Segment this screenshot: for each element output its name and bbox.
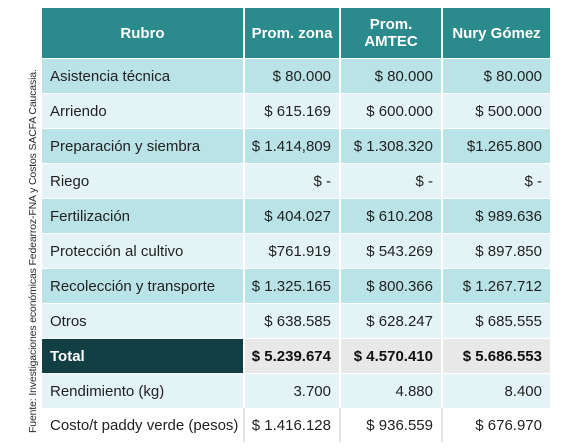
cell-prom-amtec: $ 80.000 bbox=[340, 58, 443, 94]
cell-nury-gomez: $ 80.000 bbox=[442, 58, 550, 94]
cell-nury-gomez: $ 897.850 bbox=[442, 233, 550, 269]
total-prom-zona: $ 5.239.674 bbox=[244, 338, 341, 374]
header-rubro: Rubro bbox=[42, 8, 245, 59]
total-label: Total bbox=[42, 338, 245, 374]
table-row: Riego $ - $ - $ - bbox=[42, 163, 550, 199]
cell-prom-zona: $ 404.027 bbox=[244, 198, 341, 234]
cell-nury-gomez: $ - bbox=[442, 163, 550, 199]
row-label: Recolección y transporte bbox=[42, 268, 245, 304]
total-prom-amtec: $ 4.570.410 bbox=[340, 338, 443, 374]
row-label: Rendimiento (kg) bbox=[42, 373, 245, 408]
header-prom-zona: Prom. zona bbox=[244, 8, 341, 59]
cell-nury-gomez: $1.265.800 bbox=[442, 128, 550, 164]
cell-prom-amtec: $ 628.247 bbox=[340, 303, 443, 339]
table-header-row: Rubro Prom. zona Prom. AMTEC Nury Gómez bbox=[42, 8, 550, 59]
row-label: Fertilización bbox=[42, 198, 245, 234]
table-row: Protección al cultivo $761.919 $ 543.269… bbox=[42, 233, 550, 269]
cell-prom-zona: $ 1.325.165 bbox=[244, 268, 341, 304]
cell-nury-gomez: $ 500.000 bbox=[442, 93, 550, 129]
row-label: Preparación y siembra bbox=[42, 128, 245, 164]
cell-prom-amtec: $ - bbox=[340, 163, 443, 199]
row-label: Costo/t paddy verde (pesos) bbox=[42, 408, 245, 442]
cell-prom-zona: $ 1.416.128 bbox=[244, 408, 341, 442]
row-label: Protección al cultivo bbox=[42, 233, 245, 269]
cell-prom-zona: 3.700 bbox=[244, 373, 341, 408]
table-row: Asistencia técnica $ 80.000 $ 80.000 $ 8… bbox=[42, 58, 550, 94]
header-prom-amtec: Prom. AMTEC bbox=[340, 8, 443, 59]
header-nury-gomez: Nury Gómez bbox=[442, 8, 550, 59]
cell-prom-amtec: 4.880 bbox=[340, 373, 443, 408]
table-row: Preparación y siembra $ 1.414,809 $ 1.30… bbox=[42, 128, 550, 164]
cell-prom-amtec: $ 610.208 bbox=[340, 198, 443, 234]
cell-prom-zona: $761.919 bbox=[244, 233, 341, 269]
cell-nury-gomez: 8.400 bbox=[442, 373, 550, 408]
table-row: Arriendo $ 615.169 $ 600.000 $ 500.000 bbox=[42, 93, 550, 129]
cell-prom-zona: $ 80.000 bbox=[244, 58, 341, 94]
cell-prom-amtec: $ 600.000 bbox=[340, 93, 443, 129]
cell-nury-gomez: $ 1.267.712 bbox=[442, 268, 550, 304]
cell-nury-gomez: $ 685.555 bbox=[442, 303, 550, 339]
row-label: Riego bbox=[42, 163, 245, 199]
table-row-rendimiento: Rendimiento (kg) 3.700 4.880 8.400 bbox=[42, 373, 550, 408]
cell-prom-zona: $ - bbox=[244, 163, 341, 199]
row-label: Asistencia técnica bbox=[42, 58, 245, 94]
cost-comparison-table: Rubro Prom. zona Prom. AMTEC Nury Gómez … bbox=[42, 8, 550, 442]
cell-prom-zona: $ 615.169 bbox=[244, 93, 341, 129]
cell-prom-zona: $ 638.585 bbox=[244, 303, 341, 339]
cell-prom-amtec: $ 800.366 bbox=[340, 268, 443, 304]
table-row: Recolección y transporte $ 1.325.165 $ 8… bbox=[42, 268, 550, 304]
cell-prom-zona: $ 1.414,809 bbox=[244, 128, 341, 164]
cost-comparison-table-wrapper: Rubro Prom. zona Prom. AMTEC Nury Gómez … bbox=[42, 8, 550, 442]
table-total-row: Total $ 5.239.674 $ 4.570.410 $ 5.686.55… bbox=[42, 338, 550, 374]
row-label: Arriendo bbox=[42, 93, 245, 129]
table-row: Fertilización $ 404.027 $ 610.208 $ 989.… bbox=[42, 198, 550, 234]
table-row: Otros $ 638.585 $ 628.247 $ 685.555 bbox=[42, 303, 550, 339]
cell-prom-amtec: $ 1.308.320 bbox=[340, 128, 443, 164]
cell-prom-amtec: $ 543.269 bbox=[340, 233, 443, 269]
row-label: Otros bbox=[42, 303, 245, 339]
cell-nury-gomez: $ 676.970 bbox=[442, 408, 550, 442]
source-note: Fuente: Investigaciones económicas Fedea… bbox=[27, 69, 39, 433]
cell-nury-gomez: $ 989.636 bbox=[442, 198, 550, 234]
total-nury-gomez: $ 5.686.553 bbox=[442, 338, 550, 374]
table-row-costo-tonelada: Costo/t paddy verde (pesos) $ 1.416.128 … bbox=[42, 408, 550, 442]
cell-prom-amtec: $ 936.559 bbox=[340, 408, 443, 442]
